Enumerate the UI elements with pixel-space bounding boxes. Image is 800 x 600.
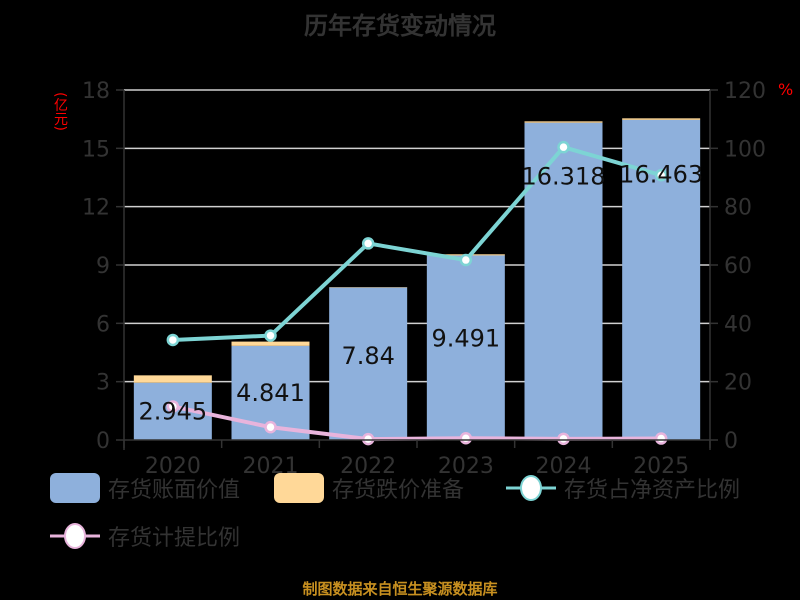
x-tick-label: 2020 bbox=[145, 454, 201, 479]
legend-label: 存货账面价值 bbox=[108, 478, 241, 503]
bar-impairment[interactable] bbox=[622, 118, 701, 120]
legend-item-ratio-net-assets[interactable]: 存货占净资产比例 bbox=[506, 472, 740, 504]
bar-swatch-icon bbox=[274, 473, 324, 503]
bar-swatch-icon bbox=[50, 473, 100, 503]
right-tick-label: 20 bbox=[724, 371, 752, 396]
bar-book-value[interactable] bbox=[426, 255, 505, 440]
data-point-marker[interactable] bbox=[361, 237, 375, 250]
line-series: 2.945 4.841 7.84 9.491 16.318 16.463 bbox=[138, 140, 703, 446]
gridlines bbox=[124, 89, 710, 383]
left-tick-label: 12 bbox=[82, 196, 110, 221]
legend-label: 存货计提比例 bbox=[108, 526, 241, 551]
bar-series bbox=[133, 118, 701, 440]
data-point-marker[interactable] bbox=[166, 400, 180, 413]
left-tick-label: 9 bbox=[96, 254, 110, 279]
x-tick-label: 2025 bbox=[633, 454, 689, 479]
x-tick-label: 2022 bbox=[340, 454, 396, 479]
right-tick-label: 120 bbox=[724, 79, 766, 104]
source-footer: 制图数据来自恒生聚源数据库 bbox=[302, 580, 498, 598]
left-tick-label: 6 bbox=[96, 312, 110, 337]
right-tick-label: 100 bbox=[724, 137, 766, 162]
bar-impairment[interactable] bbox=[231, 341, 310, 346]
left-tick-label: 15 bbox=[82, 137, 110, 162]
legend-item-provision-ratio[interactable]: 存货计提比例 bbox=[50, 520, 240, 552]
legend-item-impairment[interactable]: 存货跌价准备 bbox=[274, 472, 464, 504]
data-point-marker[interactable] bbox=[264, 420, 277, 434]
bar-value-label: 16.318 bbox=[522, 163, 606, 191]
bar-impairment[interactable] bbox=[524, 121, 603, 123]
line-marker-icon bbox=[50, 523, 100, 549]
legend-label: 存货跌价准备 bbox=[332, 478, 465, 503]
data-point-marker[interactable] bbox=[264, 329, 277, 342]
chart-title: 历年存货变动情况 bbox=[304, 12, 496, 40]
right-axis-unit: % bbox=[778, 80, 794, 99]
left-tick-label: 18 bbox=[82, 79, 110, 104]
data-point-marker[interactable] bbox=[459, 253, 473, 267]
right-tick-label: 40 bbox=[724, 312, 752, 337]
left-tick-label: 0 bbox=[96, 429, 110, 454]
left-tick-label: 3 bbox=[96, 371, 110, 396]
data-point-marker[interactable] bbox=[166, 333, 180, 347]
data-point-marker[interactable] bbox=[654, 168, 668, 182]
line-provision-ratio bbox=[172, 404, 662, 442]
x-tick-label: 2023 bbox=[438, 454, 494, 479]
left-axis-unit: (亿元) bbox=[52, 92, 68, 131]
right-tick-label: 80 bbox=[724, 196, 752, 221]
bar-value-label: 2.945 bbox=[138, 397, 207, 425]
data-point-marker[interactable] bbox=[459, 432, 473, 445]
bar-value-label: 16.463 bbox=[619, 160, 703, 188]
bar-value-label: 9.491 bbox=[431, 324, 500, 352]
data-point-marker[interactable] bbox=[361, 432, 375, 446]
legend-label: 存货占净资产比例 bbox=[564, 478, 741, 503]
x-tick-label: 2024 bbox=[536, 454, 592, 479]
bar-impairment[interactable] bbox=[133, 375, 212, 383]
bar-value-label: 4.841 bbox=[236, 379, 305, 407]
line-ratio-net-assets bbox=[172, 144, 662, 342]
data-point-marker[interactable] bbox=[654, 432, 668, 445]
right-tick-label: 60 bbox=[724, 254, 752, 279]
right-tick-label: 0 bbox=[724, 429, 738, 454]
data-point-marker[interactable] bbox=[557, 432, 570, 446]
bar-book-value[interactable] bbox=[329, 287, 408, 440]
data-point-marker[interactable] bbox=[557, 140, 570, 154]
legend-item-book-value[interactable]: 存货账面价值 bbox=[50, 472, 240, 504]
line-marker-icon bbox=[506, 475, 556, 501]
bar-value-label: 7.84 bbox=[341, 342, 394, 370]
